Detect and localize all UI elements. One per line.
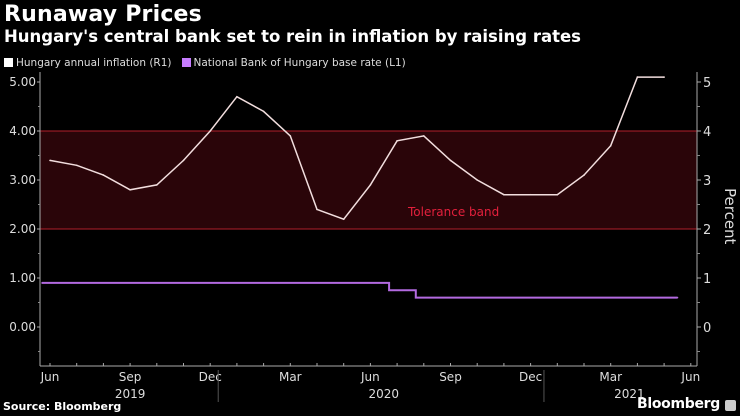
left-tick-label: 3.00 — [9, 173, 36, 187]
inflation-point — [636, 76, 639, 78]
inflation-line — [49, 76, 665, 221]
chart-subtitle: Hungary's central bank set to rein in in… — [4, 27, 582, 46]
bloomberg-chart-icon — [725, 400, 736, 411]
inflation-point — [102, 174, 105, 176]
inflation-point — [156, 184, 158, 186]
inflation-point — [663, 76, 665, 78]
chart-title: Runaway Prices — [4, 2, 202, 27]
inflation-point — [75, 164, 78, 167]
inflation-point — [182, 159, 185, 162]
x-month-label: Dec — [519, 370, 542, 384]
base-rate-point — [676, 296, 679, 299]
right-tick-label: 3 — [703, 174, 711, 189]
right-tick-label: 4 — [703, 125, 711, 140]
inflation-point — [289, 135, 292, 137]
inflation-point — [209, 130, 211, 132]
x-year-label: 2019 — [115, 387, 146, 401]
x-month-label: Jun — [680, 370, 700, 384]
inflation-point — [369, 184, 372, 186]
base-rate-point — [41, 282, 43, 284]
inflation-point — [423, 135, 425, 137]
inflation-point — [503, 193, 505, 196]
inflation-point — [609, 144, 612, 147]
left-tick-label: 0.00 — [9, 320, 36, 334]
x-month-label: Sep — [439, 370, 462, 384]
inflation-point — [262, 110, 265, 113]
legend-swatch-inflation — [4, 58, 13, 67]
base-rate-point — [388, 289, 390, 292]
legend: Hungary annual inflation (R1) National B… — [4, 57, 406, 69]
inflation-point — [129, 189, 131, 191]
source-note: Source: Bloomberg — [3, 400, 122, 413]
base-rate-point — [414, 296, 417, 299]
inflation-point — [476, 179, 479, 181]
legend-item-inflation: Hungary annual inflation (R1) — [4, 57, 172, 69]
legend-item-base-rate: National Bank of Hungary base rate (L1) — [181, 57, 406, 69]
x-month-label: Mar — [599, 370, 622, 384]
left-tick-label: 4.00 — [9, 124, 36, 138]
legend-label-inflation: Hungary annual inflation (R1) — [16, 57, 172, 69]
right-tick-label: 0 — [703, 321, 711, 336]
band-label: Tolerance band — [407, 205, 499, 219]
right-axis-title: Percent — [721, 188, 739, 245]
left-tick-label: 2.00 — [9, 222, 36, 236]
inflation-point — [529, 193, 532, 196]
inflation-point — [396, 140, 398, 142]
inflation-point — [449, 159, 452, 162]
tolerance-band — [40, 131, 697, 229]
x-year-label: 2020 — [368, 387, 399, 401]
inflation-point — [49, 159, 51, 162]
legend-swatch-base-rate — [181, 58, 191, 67]
inflation-point — [316, 208, 318, 211]
left-tick-label: 5.00 — [9, 75, 36, 89]
x-month-label: Dec — [199, 370, 222, 384]
x-month-label: Sep — [119, 370, 142, 384]
base-rate-line — [41, 281, 678, 299]
x-month-label: Jun — [40, 370, 60, 384]
brand-logo: Bloomberg — [636, 396, 720, 412]
left-tick-label: 1.00 — [9, 271, 36, 285]
legend-label-base-rate: National Bank of Hungary base rate (L1) — [193, 57, 406, 69]
right-tick-label: 5 — [703, 76, 711, 91]
x-month-label: Jun — [360, 370, 380, 384]
inflation-point — [236, 95, 238, 98]
x-year-label: 2021 — [614, 387, 645, 401]
inflation-point — [342, 218, 345, 220]
x-month-label: Mar — [279, 370, 302, 384]
inflation-point — [556, 193, 559, 196]
right-tick-label: 2 — [703, 223, 711, 238]
right-tick-label: 1 — [703, 272, 711, 287]
inflation-point — [583, 174, 585, 176]
